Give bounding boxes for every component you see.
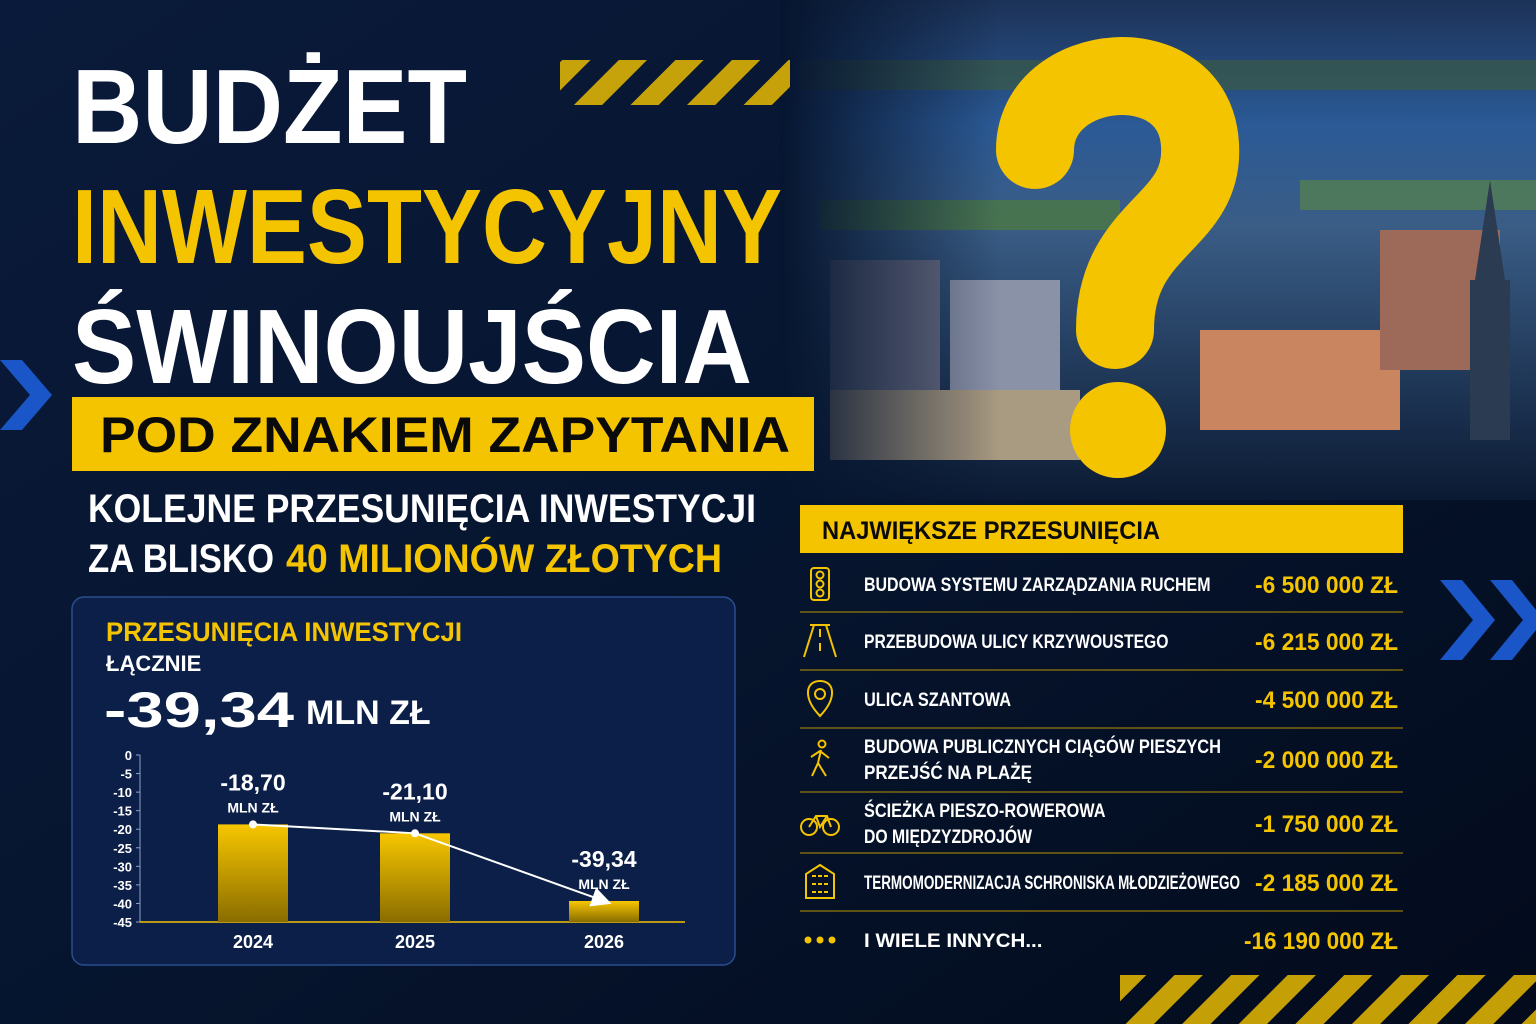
icon	[810, 749, 830, 777]
subtitle: ZA BLISKO	[88, 537, 274, 581]
subtitle-highlight: 40 MILIONÓW ZŁOTYCH	[286, 535, 722, 581]
subtitle: KOLEJNE PRZESUNIĘCIA INWESTYCJI	[88, 487, 756, 531]
icon	[804, 936, 812, 944]
item-amount: -6 500 000 ZŁ	[1255, 572, 1398, 599]
list-header	[800, 505, 1403, 553]
value-label: -39,34	[571, 846, 636, 872]
y-tick-label: -15	[113, 804, 132, 819]
value-unit: MLN ZŁ	[578, 876, 630, 892]
icon	[815, 579, 825, 589]
bar	[218, 824, 288, 922]
icon	[803, 624, 837, 658]
y-tick-label: 0	[125, 748, 132, 763]
value-label: -21,10	[382, 778, 447, 804]
panel-unit: MLN ZŁ	[306, 694, 431, 732]
icon	[814, 688, 826, 700]
x-tick-label: 2024	[233, 932, 273, 952]
y-tick-label: -10	[113, 785, 132, 800]
panel-total: -39,34	[104, 682, 294, 738]
item-amount: -2 000 000 ZŁ	[1255, 747, 1398, 774]
icon	[822, 818, 840, 836]
item-label: I WIELE INNYCH...	[864, 931, 1043, 952]
value-unit: MLN ZŁ	[389, 808, 441, 824]
chart: 0 -5 -10 -15 -20 -25 -30 -35 -40 -45 2024 -18,70 MLN…	[113, 748, 685, 952]
y-tick-label: -25	[113, 841, 132, 856]
value-unit: MLN ZŁ	[227, 799, 279, 815]
item-label: PRZEJŚĆ NA PLAŻĘ	[864, 762, 1032, 784]
hazard-stripes	[1120, 975, 1536, 1024]
value-label: -18,70	[220, 769, 285, 795]
question-mark	[996, 37, 1240, 478]
item-amount: -2 185 000 ZŁ	[1255, 870, 1398, 897]
panel-title: PRZESUNIĘCIA INWESTYCJI	[106, 617, 462, 647]
icon	[808, 815, 832, 830]
item-amount: -4 500 000 ZŁ	[1255, 687, 1398, 714]
icon	[810, 567, 830, 601]
list: BUDOWA SYSTEMU ZARZĄDZANIA RUCHEM -6 500 …	[800, 567, 1403, 955]
icon	[815, 588, 825, 598]
item-label: TERMOMODERNIZACJA SCHRONISKA MŁODZIEŻOWE…	[864, 873, 1240, 894]
chevrons	[0, 360, 1536, 660]
item-label: ULICA SZANTOWA	[864, 690, 1011, 711]
x-tick-label: 2026	[584, 932, 624, 952]
y-tick-label: -45	[113, 915, 132, 930]
icon	[815, 570, 825, 580]
item-label: BUDOWA PUBLICZNYCH CIĄGÓW PIESZYCH	[864, 736, 1221, 758]
item-label: BUDOWA SYSTEMU ZARZĄDZANIA RUCHEM	[864, 575, 1211, 596]
title-line: INWESTYCYJNY	[72, 168, 782, 286]
title-line: ŚWINOUJŚCIA	[72, 288, 752, 406]
item-amount: -1 750 000 ZŁ	[1255, 811, 1398, 838]
y-tick-label: -5	[120, 767, 132, 782]
icon	[800, 818, 818, 836]
icon	[817, 739, 827, 749]
item-label: ŚCIEŻKA PIESZO-ROWEROWA	[864, 800, 1106, 822]
banner	[72, 397, 814, 471]
icon	[805, 863, 835, 899]
y-tick-label: -40	[113, 896, 132, 911]
list-title: NAJWIĘKSZE PRZESUNIĘCIA	[822, 517, 1160, 545]
panel-label: ŁĄCZNIE	[106, 651, 201, 676]
hazard-stripes	[560, 60, 790, 105]
bar	[380, 833, 450, 922]
banner-text: POD ZNAKIEM ZAPYTANIA	[100, 407, 790, 463]
y-tick-label: -30	[113, 859, 132, 874]
icon	[816, 936, 824, 944]
item-label: DO MIĘDZYZDROJÓW	[864, 826, 1032, 848]
y-tick-label: -20	[113, 822, 132, 837]
icon	[828, 936, 836, 944]
item-amount: -6 215 000 ZŁ	[1255, 629, 1398, 656]
trend-point	[411, 829, 419, 838]
icon	[807, 679, 833, 718]
item-label: PRZEBUDOWA ULICY KRZYWOUSTEGO	[864, 632, 1169, 653]
x-tick-label: 2025	[395, 932, 435, 952]
item-amount: -16 190 000 ZŁ	[1244, 928, 1398, 955]
bar	[569, 900, 639, 922]
y-tick-label: -35	[113, 878, 132, 893]
trend-point	[249, 820, 257, 829]
title-line: BUDŻET	[72, 48, 467, 166]
